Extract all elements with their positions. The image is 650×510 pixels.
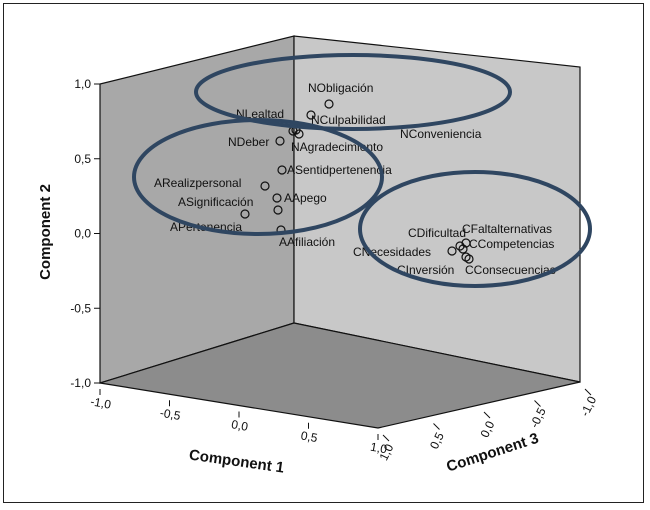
z-tick-mark — [483, 411, 491, 419]
x-tick-label: -1,0 — [89, 394, 112, 411]
y-tick-label: 1,0 — [74, 77, 91, 91]
point-label: CCompetencias — [469, 237, 554, 251]
point-label: NCulpabilidad — [311, 113, 386, 127]
point-label: ARealizpersonal — [154, 176, 241, 190]
point-label: NConveniencia — [400, 127, 482, 141]
point-label: CDificultad — [408, 226, 466, 240]
point-label: ASentidpertenencia — [287, 163, 392, 177]
z-tick-mark — [382, 434, 390, 442]
x-tick-label: 0,0 — [230, 417, 249, 434]
z-tick-label: 0,5 — [427, 430, 447, 451]
z-tick-label: -1,0 — [578, 394, 600, 419]
point-label: CInversión — [397, 263, 454, 277]
x-tick-label: 1,0 — [369, 440, 388, 457]
z-tick-mark — [584, 388, 592, 396]
y-tick-label: -0,5 — [70, 301, 91, 315]
y-axis-title: Component 2 — [37, 184, 54, 280]
data-point — [275, 136, 285, 146]
point-label: NObligación — [308, 81, 373, 95]
point-label: AAfiliación — [279, 235, 335, 249]
highlight-ellipse — [132, 118, 384, 236]
point-label: NDeber — [228, 135, 269, 149]
group-highlights — [132, 53, 592, 288]
x-tick-label: 0,5 — [300, 428, 319, 445]
point-label: CFaltalternativas — [462, 222, 552, 236]
y-tick-label: 0,0 — [74, 227, 91, 241]
y-axis: -1,0 -0,5 0,0 0,5 1,0 Component 2 — [37, 77, 100, 390]
data-point — [273, 205, 283, 215]
data-point — [240, 209, 250, 219]
highlight-ellipse — [194, 53, 512, 131]
z-tick-label: -0,5 — [527, 405, 549, 430]
data-point — [272, 193, 282, 203]
z-tick-label: 0,0 — [477, 418, 497, 439]
z-axis-title: Component 3 — [444, 430, 540, 476]
data-point — [260, 181, 270, 191]
y-tick-label: -1,0 — [70, 376, 91, 390]
data-point — [458, 244, 468, 254]
floor — [99, 322, 581, 429]
y-tick-label: 0,5 — [74, 152, 91, 166]
data-point — [464, 254, 474, 264]
point-label: AApego — [284, 191, 327, 205]
point-label: ASignificación — [178, 195, 253, 209]
z-tick-mark — [433, 423, 440, 430]
highlight-ellipse — [358, 170, 592, 288]
x-tick-label: -0,5 — [159, 406, 182, 423]
data-point — [277, 165, 287, 175]
x-axis-title: Component 1 — [188, 446, 285, 476]
data-point — [306, 110, 316, 120]
z-tick-label: 1,0 — [376, 441, 396, 462]
data-point — [447, 246, 457, 256]
data-points: NObligaciónNCulpabilidadNLealtadNDeberNC… — [154, 81, 556, 277]
z-tick-mark — [534, 400, 541, 407]
data-point — [324, 99, 334, 109]
point-label: CConsecuencias — [465, 263, 556, 277]
